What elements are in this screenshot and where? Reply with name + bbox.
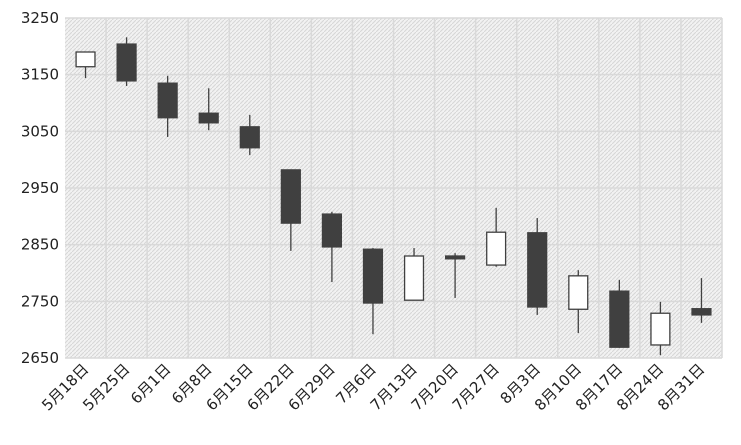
y-tick-label: 3250 bbox=[21, 9, 59, 27]
candle-body bbox=[568, 275, 589, 310]
candle-body bbox=[444, 255, 466, 260]
candle-body bbox=[280, 169, 301, 224]
candle-body bbox=[691, 308, 712, 316]
candle-body bbox=[157, 82, 178, 119]
candle-body bbox=[362, 248, 384, 304]
x-tick-label: 6月1日 bbox=[127, 360, 174, 407]
candle-body bbox=[321, 213, 343, 248]
candle-body bbox=[403, 255, 425, 301]
y-tick-label: 2850 bbox=[21, 236, 59, 254]
candle-body bbox=[239, 126, 260, 149]
y-tick-label: 3050 bbox=[21, 122, 59, 140]
y-tick-label: 2750 bbox=[21, 292, 59, 310]
y-tick-label: 2650 bbox=[21, 349, 59, 367]
y-tick-label: 2950 bbox=[21, 179, 59, 197]
candle-body bbox=[75, 51, 96, 68]
candle-body bbox=[527, 232, 548, 308]
candle-body bbox=[116, 43, 137, 82]
candle-body bbox=[486, 231, 507, 266]
candle-body bbox=[650, 312, 671, 346]
candle-body bbox=[609, 290, 630, 348]
y-tick-label: 3150 bbox=[21, 66, 59, 84]
candle-body bbox=[198, 112, 219, 124]
